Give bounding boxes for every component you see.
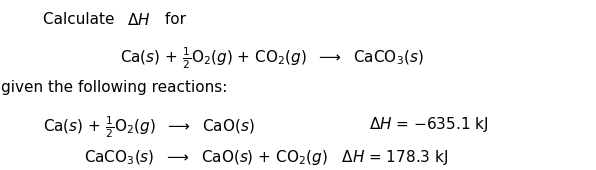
Text: $\Delta H$: $\Delta H$ — [127, 12, 151, 28]
Text: $\Delta H$ = $-$635.1 kJ: $\Delta H$ = $-$635.1 kJ — [369, 115, 489, 134]
Text: for: for — [160, 12, 187, 27]
Text: CaCO$_3$($s$)  $\longrightarrow$  CaO($s$) + CO$_2$($g$)   $\Delta H$ = 178.3 kJ: CaCO$_3$($s$) $\longrightarrow$ CaO($s$)… — [85, 148, 449, 167]
Text: Ca($s$) + $\frac{1}{2}$O$_2$($g$) + CO$_2$($g$)  $\longrightarrow$  CaCO$_3$($s$: Ca($s$) + $\frac{1}{2}$O$_2$($g$) + CO$_… — [120, 45, 424, 71]
Text: given the following reactions:: given the following reactions: — [1, 80, 228, 95]
Text: Ca($s$) + $\frac{1}{2}$O$_2$($g$)  $\longrightarrow$  CaO($s$): Ca($s$) + $\frac{1}{2}$O$_2$($g$) $\long… — [43, 115, 254, 140]
Text: Calculate: Calculate — [43, 12, 119, 27]
